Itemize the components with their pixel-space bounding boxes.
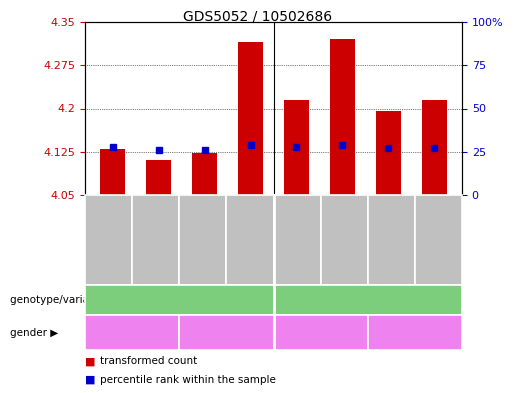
Text: gender ▶: gender ▶ — [10, 327, 59, 338]
Text: GDS5052 / 10502686: GDS5052 / 10502686 — [183, 10, 332, 24]
Text: GSM1246738: GSM1246738 — [104, 210, 113, 270]
Bar — [238, 42, 263, 195]
Text: GSM1246741: GSM1246741 — [246, 210, 254, 270]
Bar — [284, 100, 309, 195]
Text: male: male — [307, 327, 335, 338]
Text: GSM1246739: GSM1246739 — [151, 210, 160, 270]
Text: GSM1246740: GSM1246740 — [198, 210, 208, 270]
Text: female: female — [207, 327, 246, 338]
Text: GSM1246748: GSM1246748 — [387, 210, 396, 270]
Text: percentile rank within the sample: percentile rank within the sample — [100, 375, 277, 385]
Text: ■: ■ — [85, 356, 95, 366]
Text: male: male — [118, 327, 146, 338]
Text: transformed count: transformed count — [100, 356, 198, 366]
Bar — [100, 149, 125, 195]
Bar — [192, 154, 217, 195]
Text: genotype/variation ▶: genotype/variation ▶ — [10, 295, 121, 305]
Bar — [376, 111, 401, 195]
Text: AIRmax (high inflammation): AIRmax (high inflammation) — [106, 295, 253, 305]
Text: GSM1246747: GSM1246747 — [340, 210, 349, 270]
Bar — [330, 39, 355, 195]
Text: ■: ■ — [85, 375, 95, 385]
Text: female: female — [396, 327, 434, 338]
Bar — [146, 160, 171, 195]
Text: GSM1246746: GSM1246746 — [293, 210, 302, 270]
Text: AIRmin (low inflammation): AIRmin (low inflammation) — [298, 295, 437, 305]
Bar — [422, 100, 447, 195]
Text: GSM1246749: GSM1246749 — [434, 210, 443, 270]
